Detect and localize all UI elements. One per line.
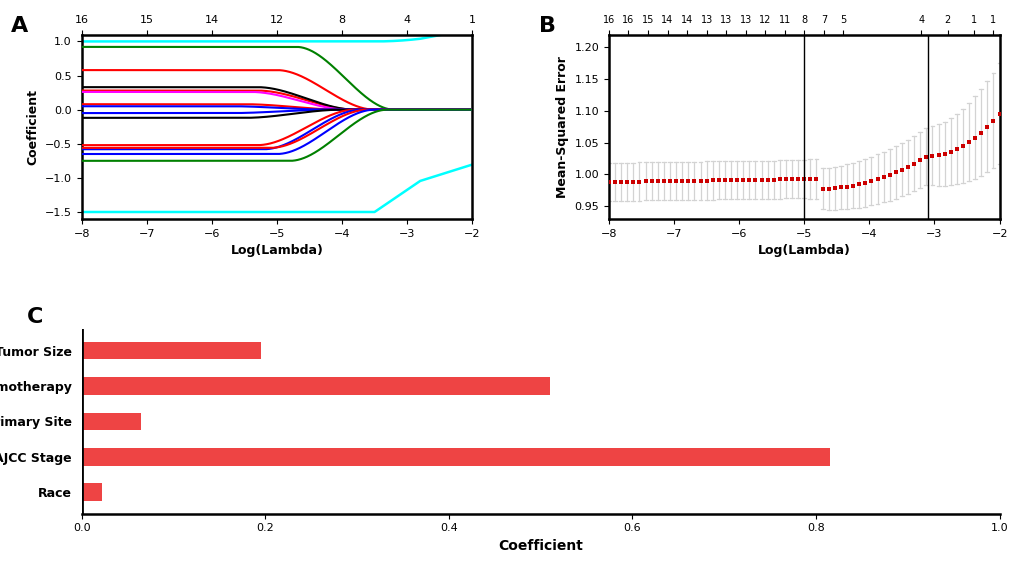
Y-axis label: Mean-Squared Error: Mean-Squared Error bbox=[555, 56, 569, 198]
Point bbox=[747, 175, 763, 185]
Point bbox=[917, 152, 933, 162]
Point bbox=[868, 175, 884, 184]
Bar bbox=[82, 448, 829, 466]
Point bbox=[984, 116, 1001, 125]
Point bbox=[990, 109, 1007, 118]
Point bbox=[771, 175, 788, 184]
Point bbox=[619, 177, 635, 186]
Bar bbox=[82, 342, 261, 359]
Point bbox=[735, 175, 751, 185]
Point bbox=[825, 183, 842, 193]
Point bbox=[655, 177, 672, 186]
Point bbox=[935, 149, 952, 158]
Point bbox=[686, 176, 702, 185]
Point bbox=[716, 175, 733, 185]
Point bbox=[801, 174, 817, 183]
Point bbox=[680, 176, 696, 185]
Point bbox=[905, 159, 921, 168]
Point bbox=[631, 177, 647, 186]
Point bbox=[784, 175, 800, 184]
Bar bbox=[82, 413, 141, 430]
X-axis label: Log(Lambda): Log(Lambda) bbox=[757, 244, 850, 257]
Point bbox=[667, 177, 684, 186]
Point bbox=[722, 175, 739, 185]
Point bbox=[960, 137, 976, 147]
Point bbox=[692, 176, 708, 185]
Point bbox=[643, 177, 659, 186]
Text: A: A bbox=[11, 16, 29, 36]
Point bbox=[729, 175, 745, 185]
Point bbox=[911, 156, 927, 165]
Point bbox=[972, 128, 988, 137]
Point bbox=[710, 176, 727, 185]
Point bbox=[753, 175, 769, 185]
Point bbox=[777, 175, 794, 184]
Point bbox=[759, 175, 775, 184]
Point bbox=[790, 175, 806, 184]
Point bbox=[856, 178, 872, 188]
Bar bbox=[82, 377, 549, 395]
Point bbox=[948, 144, 964, 153]
Point bbox=[844, 181, 860, 190]
Point bbox=[813, 184, 829, 193]
Point bbox=[850, 179, 866, 189]
Point bbox=[874, 173, 891, 182]
Point bbox=[838, 182, 854, 191]
Point bbox=[954, 141, 970, 151]
Point bbox=[819, 184, 836, 193]
X-axis label: Coefficient: Coefficient bbox=[497, 539, 583, 553]
Point bbox=[698, 176, 714, 185]
Point bbox=[796, 174, 812, 183]
Point bbox=[862, 177, 878, 186]
Point bbox=[765, 175, 782, 184]
Point bbox=[600, 177, 616, 186]
Point bbox=[606, 177, 623, 186]
Point bbox=[966, 133, 982, 142]
Point bbox=[978, 122, 995, 132]
Y-axis label: Coefficient: Coefficient bbox=[26, 89, 40, 164]
Point bbox=[674, 177, 690, 186]
Point bbox=[942, 147, 958, 156]
X-axis label: Log(Lambda): Log(Lambda) bbox=[230, 244, 323, 257]
Point bbox=[637, 177, 653, 186]
Point bbox=[887, 168, 903, 177]
Point bbox=[612, 177, 629, 186]
Point bbox=[741, 175, 757, 185]
Point bbox=[880, 170, 897, 179]
Point bbox=[661, 177, 678, 186]
Point bbox=[893, 165, 909, 174]
Bar bbox=[82, 484, 102, 501]
Point bbox=[899, 162, 915, 171]
Point bbox=[929, 151, 946, 160]
Point bbox=[704, 176, 720, 185]
Text: B: B bbox=[538, 16, 555, 36]
Point bbox=[649, 177, 665, 186]
Point bbox=[807, 174, 823, 183]
Point bbox=[625, 177, 641, 186]
Text: C: C bbox=[26, 307, 43, 327]
Point bbox=[832, 183, 848, 192]
Point bbox=[923, 151, 940, 160]
